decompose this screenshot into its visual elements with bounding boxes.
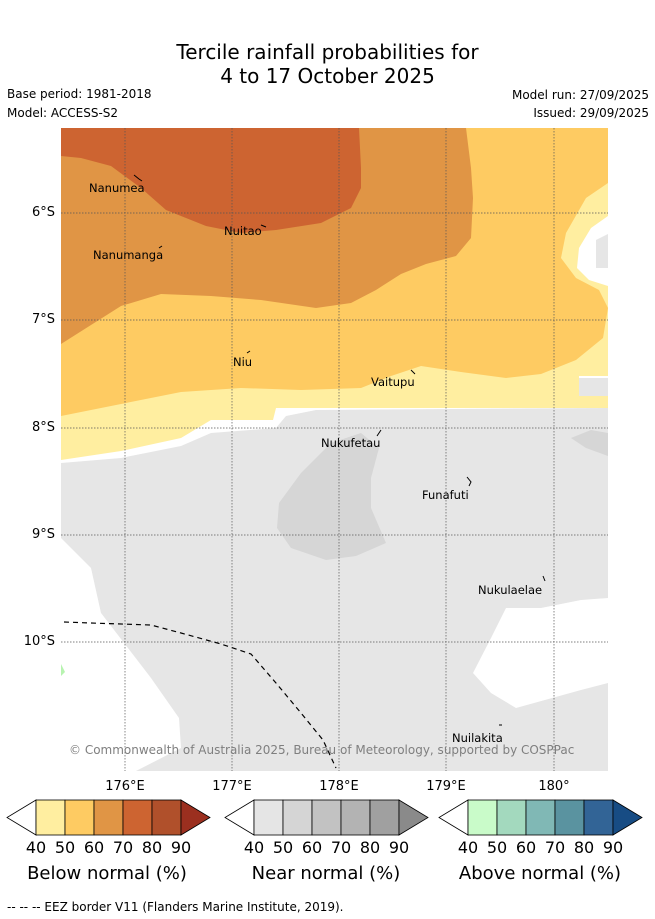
colorbar-extend-high: [612, 799, 643, 836]
lat-label-7s: 7°S: [31, 312, 55, 327]
lon-label-180: 180°: [538, 779, 570, 794]
colorbar-swatch: [554, 799, 585, 836]
island-nukulaelae-shape: [542, 575, 546, 582]
colorbar-tick-label: 50: [486, 838, 508, 857]
colorbar-tick-label: 90: [388, 838, 410, 857]
place-label-nukulaelae: Nukulaelae: [478, 583, 543, 597]
colorbar-near-normal: [224, 799, 429, 836]
colorbar-swatch: [340, 799, 371, 836]
issued-date: Issued: 29/09/2025: [533, 106, 649, 120]
lon-label-179e: 179°E: [426, 779, 466, 794]
colorbar-swatch: [496, 799, 527, 836]
title-line-2: 4 to 17 October 2025: [220, 64, 435, 88]
lat-label-10s: 10°S: [23, 634, 55, 649]
lon-label-177e: 177°E: [212, 779, 252, 794]
copyright-notice: © Commonwealth of Australia 2025, Bureau…: [69, 743, 575, 757]
colorbar-tick-label: 80: [573, 838, 595, 857]
no-signal-region-sw: [61, 480, 181, 771]
colorbar-tick-label: 90: [602, 838, 624, 857]
colorbar-swatch: [93, 799, 124, 836]
lat-label-8s: 8°S: [31, 420, 55, 435]
place-label-funafuti: Funafuti: [422, 488, 469, 502]
colorbar-title-above: Above normal (%): [458, 863, 622, 884]
lon-label-178e: 178°E: [319, 779, 359, 794]
map-svg: [61, 128, 608, 771]
place-label-vaitupu: Vaitupu: [371, 375, 415, 389]
colorbar-tick-label: 60: [301, 838, 323, 857]
near-normal-50-region-east: [571, 430, 608, 456]
colorbar-tick-label: 40: [457, 838, 479, 857]
place-label-nukufetau: Nukufetau: [321, 436, 381, 450]
no-signal-region-se: [473, 598, 608, 708]
colorbar-tick-label: 70: [544, 838, 566, 857]
eez-footnote: -- -- -- EEZ border V11 (Flanders Marine…: [7, 900, 344, 914]
island-niu-shape: [246, 350, 251, 354]
base-period: Base period: 1981-2018: [7, 87, 152, 101]
no-signal-hole-east: [577, 216, 608, 286]
colorbar-swatch: [35, 799, 66, 836]
model-name: Model: ACCESS-S2: [7, 106, 119, 120]
place-label-nuitao: Nuitao: [224, 224, 262, 238]
island-vaitupu-shape: [410, 369, 416, 375]
colorbar-tick-label: 80: [141, 838, 163, 857]
colorbar-swatch: [64, 799, 95, 836]
lat-label-6s: 6°S: [31, 205, 55, 220]
colorbar-above-normal: [438, 799, 643, 836]
colorbar-swatch: [369, 799, 400, 836]
colorbar-tick-label: 40: [25, 838, 47, 857]
place-label-nanumanga: Nanumanga: [93, 248, 164, 262]
colorbar-title-below: Below normal (%): [27, 863, 187, 884]
near-normal-hole-east: [596, 234, 608, 268]
colorbar-tick-label: 90: [170, 838, 192, 857]
island-nanumea-shape: [133, 174, 143, 182]
gridlines: [61, 128, 608, 771]
colorbar-swatch: [467, 799, 498, 836]
title-line-1: Tercile rainfall probabilities for: [176, 40, 479, 64]
colorbar-tick-label: 70: [112, 838, 134, 857]
below-normal-70-region: [61, 128, 361, 233]
colorbar-extend-low: [438, 799, 469, 836]
place-label-nanumea: Nanumea: [89, 181, 145, 195]
eez-border: [63, 621, 337, 769]
island-funafuti-shape: [466, 476, 472, 487]
colorbar-swatch: [583, 799, 614, 836]
colorbar-extend-high: [180, 799, 211, 836]
colorbar-extend-high: [398, 799, 429, 836]
colorbar-swatch: [282, 799, 313, 836]
above-normal-speck: [61, 664, 65, 676]
colorbar-extend-low: [224, 799, 255, 836]
island-nukufetau-shape: [376, 429, 382, 437]
colorbar-tick-label: 40: [243, 838, 265, 857]
place-label-nuilakita: Nuilakita: [452, 731, 503, 745]
colorbar-tick-label: 50: [272, 838, 294, 857]
island-nuitao-shape: [260, 224, 267, 228]
colorbar-swatch: [122, 799, 153, 836]
colorbar-tick-label: 70: [330, 838, 352, 857]
colorbar-swatch: [525, 799, 556, 836]
colorbar-tick-label: 60: [515, 838, 537, 857]
colorbar-tick-label: 60: [83, 838, 105, 857]
colorbar-title-near: Near normal (%): [251, 863, 401, 884]
colorbar-tick-label: 80: [359, 838, 381, 857]
islands: [133, 174, 546, 726]
lon-label-176e: 176°E: [105, 779, 145, 794]
model-run: Model run: 27/09/2025: [511, 88, 649, 102]
map-title: Tercile rainfall probabilities for 4 to …: [0, 40, 655, 88]
near-normal-50-region: [277, 433, 386, 560]
lat-label-9s: 9°S: [31, 527, 55, 542]
colorbar-swatch: [151, 799, 182, 836]
place-label-niu: Niu: [233, 355, 253, 369]
colorbar-swatch: [253, 799, 284, 836]
colorbars: [6, 799, 643, 836]
probability-map[interactable]: [61, 128, 608, 771]
island-nanumanga-shape: [158, 245, 163, 249]
colorbar-extend-low: [6, 799, 37, 836]
colorbar-tick-label: 50: [54, 838, 76, 857]
colorbar-swatch: [311, 799, 342, 836]
colorbar-below-normal: [6, 799, 211, 836]
